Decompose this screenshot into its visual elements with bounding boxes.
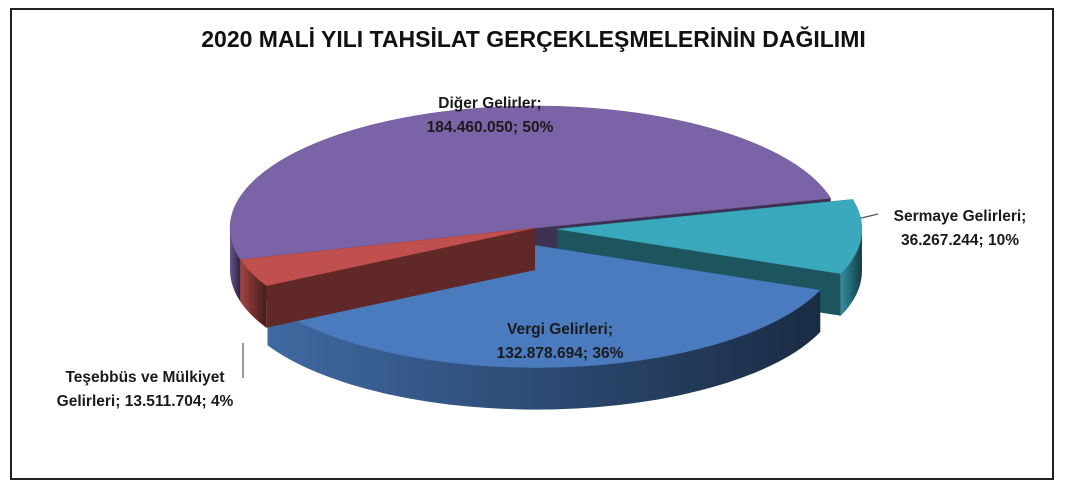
slice-wall	[840, 229, 862, 316]
slice-top	[556, 199, 863, 275]
value-label: 132.878.694	[496, 345, 583, 362]
data-label: Vergi Gelirleri; 132.878.694; 36%	[485, 318, 635, 366]
separator: ;	[607, 321, 613, 338]
category: Sermaye Gelirleri	[893, 208, 1022, 225]
data-label: Diğer Gelirler; 184.460.050; 50%	[420, 92, 560, 140]
slice-top	[239, 227, 536, 287]
percent-label: 10%	[988, 232, 1020, 249]
slice-wall	[240, 259, 267, 328]
data-label: Teşebbüs ve Mülkiyet Gelirleri; 13.511.7…	[40, 366, 250, 414]
chart-title: 2020 MALİ YILI TAHSİLAT GERÇEKLEŞMELERİN…	[201, 26, 866, 52]
percent-label: 50%	[522, 119, 554, 136]
category: Vergi Gelirleri	[507, 321, 608, 338]
separator: ;	[115, 393, 121, 410]
value-label: 13.511.704	[124, 393, 202, 410]
separator: ;	[512, 119, 519, 136]
separator: ;	[201, 393, 207, 410]
value-label: 36.267.244	[900, 232, 979, 249]
chart-frame	[10, 8, 1054, 480]
separator: ;	[582, 345, 589, 362]
slice-side	[240, 228, 535, 302]
separator: ;	[978, 232, 984, 249]
category: Diğer Gelirler	[438, 95, 537, 112]
percent-label: 4%	[210, 393, 234, 410]
separator: ;	[536, 95, 542, 112]
slice-top	[229, 105, 832, 260]
percent-label: 36%	[592, 345, 624, 362]
slice-wall	[230, 228, 241, 302]
slice-wall	[267, 290, 821, 410]
data-label: Sermaye Gelirleri; 36.267.244; 10%	[870, 205, 1050, 253]
value-label: 184.460.050	[426, 119, 513, 136]
pie-slice	[239, 227, 536, 328]
separator: ;	[1021, 208, 1027, 225]
category: Teşebbüs ve Mülkiyet Gelirleri	[56, 369, 225, 410]
